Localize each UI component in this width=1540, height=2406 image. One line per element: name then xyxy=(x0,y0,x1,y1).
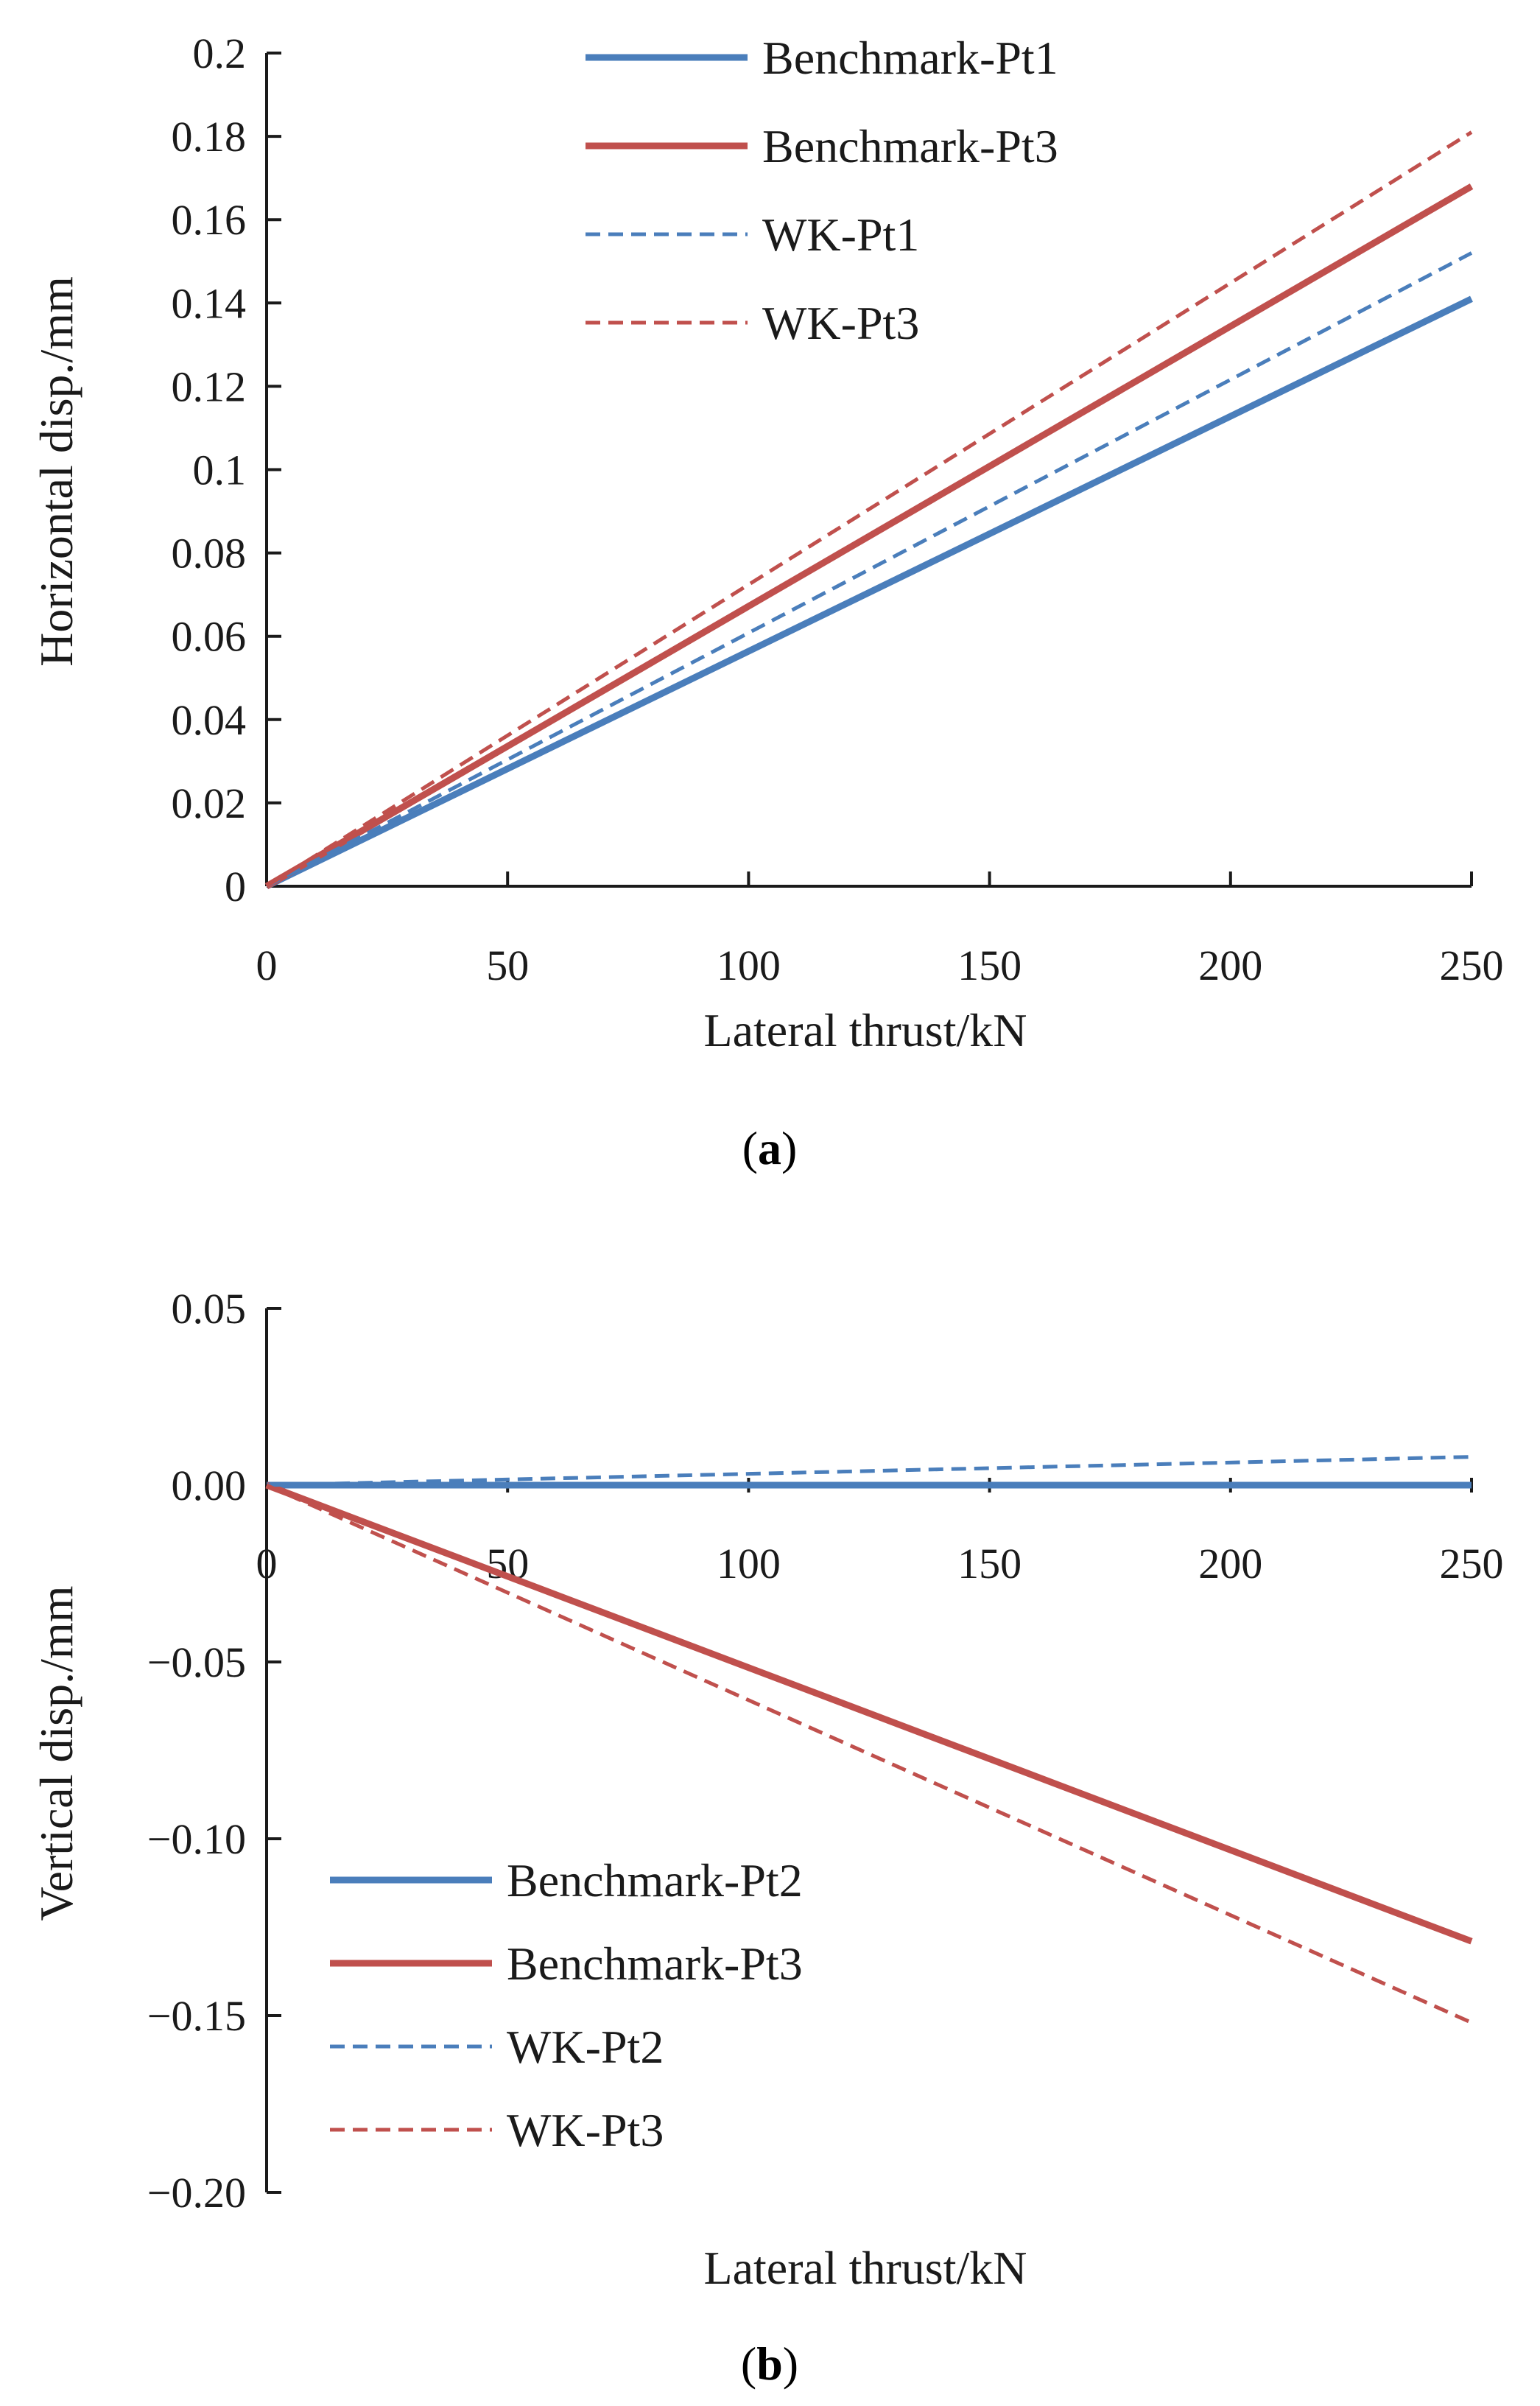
x-axis-label-b: Lateral thrust/kN xyxy=(704,2242,1027,2294)
y-tick-label-a-8: 0.16 xyxy=(172,196,247,244)
legend-label-b-0: Benchmark-Pt2 xyxy=(507,1854,803,1907)
y-tick-label-a-5: 0.1 xyxy=(193,446,247,494)
x-axis-label-a: Lateral thrust/kN xyxy=(704,1004,1027,1056)
y-axis-label-b: Vertical disp./mm xyxy=(30,1585,82,1921)
series-line-b-wk-pt2 xyxy=(266,1455,1472,1487)
y-tick-label-a-10: 0.2 xyxy=(193,29,247,77)
series-line-a-benchmark-pt1 xyxy=(265,295,1473,890)
legend-label-a-0: Benchmark-Pt1 xyxy=(762,32,1058,84)
caption-b: (b) xyxy=(741,2337,798,2390)
x-tick-label-b-4: 200 xyxy=(1198,1540,1262,1588)
y-tick-label-a-4: 0.08 xyxy=(172,530,247,578)
x-tick-label-a-3: 150 xyxy=(957,941,1022,989)
y-tick-label-b-5: −0.20 xyxy=(147,2169,246,2217)
y-tick-label-a-0: 0 xyxy=(225,863,246,911)
legend-label-a-2: WK-Pt1 xyxy=(762,208,919,261)
legend-label-b-2: WK-Pt2 xyxy=(507,2021,664,2073)
legend-label-a-1: Benchmark-Pt3 xyxy=(762,120,1058,172)
x-tick-label-b-3: 150 xyxy=(957,1540,1022,1588)
y-tick-label-b-2: −0.05 xyxy=(147,1638,246,1686)
y-tick-label-a-7: 0.14 xyxy=(172,279,247,327)
x-tick-label-a-4: 200 xyxy=(1198,941,1262,989)
series-line-b-benchmark-pt3 xyxy=(265,1481,1473,1945)
y-tick-label-b-0: 0.05 xyxy=(172,1285,247,1333)
y-tick-label-a-9: 0.18 xyxy=(172,113,247,161)
y-tick-label-a-3: 0.06 xyxy=(172,613,247,661)
legend-label-b-3: WK-Pt3 xyxy=(507,2104,664,2156)
legend-label-a-3: WK-Pt3 xyxy=(762,297,919,349)
y-tick-label-b-4: −0.15 xyxy=(147,1992,246,2040)
y-tick-label-a-2: 0.04 xyxy=(172,696,247,744)
y-tick-label-b-3: −0.10 xyxy=(147,1815,246,1863)
x-tick-label-b-2: 100 xyxy=(717,1540,781,1588)
y-tick-label-a-1: 0.02 xyxy=(172,779,247,827)
x-tick-label-b-5: 250 xyxy=(1440,1540,1504,1588)
x-tick-label-a-0: 0 xyxy=(256,941,278,989)
y-axis-label-a: Horizontal disp./mm xyxy=(30,276,82,667)
y-tick-label-a-6: 0.12 xyxy=(172,362,247,410)
x-tick-label-a-1: 50 xyxy=(486,941,529,989)
series-line-a-benchmark-pt3 xyxy=(264,183,1474,889)
x-tick-label-a-5: 250 xyxy=(1440,941,1504,989)
x-tick-label-a-2: 100 xyxy=(717,941,781,989)
caption-a: (a) xyxy=(742,1122,798,1174)
x-tick-label-b-0: 0 xyxy=(256,1540,278,1588)
series-line-a-wk-pt3 xyxy=(265,130,1473,888)
legend-label-b-1: Benchmark-Pt3 xyxy=(507,1937,803,1990)
series-line-b-wk-pt3 xyxy=(265,1483,1473,2024)
y-tick-label-b-1: 0.00 xyxy=(172,1462,247,1509)
